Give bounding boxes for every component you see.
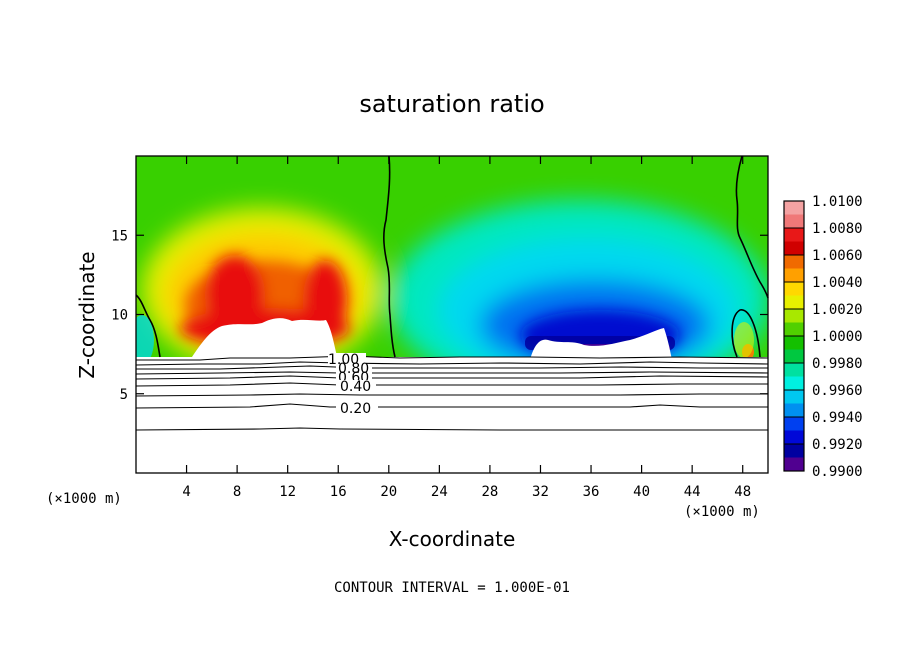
colorbar-label: 1.0000 xyxy=(812,329,863,345)
contour-line xyxy=(135,371,769,375)
colorbar-swatch xyxy=(784,390,804,404)
colorbar-swatch xyxy=(784,444,804,458)
contour-line xyxy=(135,375,769,380)
colorbar-label: 0.9920 xyxy=(812,437,863,453)
left-edge-cyan xyxy=(136,315,154,360)
colorbar-swatch xyxy=(784,241,804,256)
colorbar-swatch xyxy=(784,322,804,337)
x-tick-label: 44 xyxy=(684,484,701,500)
colorbar-swatch xyxy=(784,268,804,283)
contour-line xyxy=(135,361,769,366)
contour-line xyxy=(136,365,768,370)
x-tick-label: 8 xyxy=(233,484,241,500)
contour-labels: 1.00 0.80 0.60 0.40 0.20 xyxy=(328,352,378,417)
x-tick-label: 20 xyxy=(380,484,397,500)
contour-label-0.40: 0.40 xyxy=(340,379,371,395)
y-axis-label: Z-coordinate xyxy=(75,251,99,378)
colorbar-swatch xyxy=(784,295,804,310)
x-units-right: (×1000 m) xyxy=(684,504,760,520)
unity-contour-loop xyxy=(731,309,761,358)
y-tick-label: 10 xyxy=(111,308,128,324)
y-axis: 5 10 15 xyxy=(111,228,768,403)
colorbar-label: 0.9980 xyxy=(812,356,863,372)
x-tick-label: 24 xyxy=(431,484,448,500)
contour-line xyxy=(135,427,768,431)
colorbar-swatch xyxy=(784,309,804,323)
x-units-left: (×1000 m) xyxy=(46,491,122,507)
right-edge-yellow xyxy=(734,322,754,358)
y-tick-label: 5 xyxy=(120,387,128,403)
colorbar: 1.0100 1.0080 1.0060 1.0040 1.0020 1.0000 0.99… xyxy=(783,194,863,480)
colorbar-swatch xyxy=(784,403,804,418)
colorbar-label: 0.9940 xyxy=(812,410,863,426)
colorbar-swatch xyxy=(784,430,804,445)
y-tick-label: 15 xyxy=(111,228,128,244)
colorbar-swatch xyxy=(784,201,804,215)
colorbar-swatch xyxy=(784,349,804,364)
contour-line xyxy=(135,382,768,387)
unity-contours xyxy=(135,155,769,358)
surface-layer xyxy=(136,357,768,473)
x-tick-label: 28 xyxy=(481,484,498,500)
colorbar-label: 1.0060 xyxy=(812,248,863,264)
unity-contour-middle xyxy=(383,155,396,358)
colorbar-swatch xyxy=(784,376,804,391)
contour-line xyxy=(135,393,768,397)
colorbar-label: 0.9900 xyxy=(812,464,863,480)
x-tick-label: 36 xyxy=(583,484,600,500)
colorbar-swatch xyxy=(784,417,804,431)
colorbar-swatch xyxy=(784,457,804,472)
contour-line xyxy=(135,403,768,409)
x-tick-label: 12 xyxy=(279,484,296,500)
unity-contour-right xyxy=(735,155,769,299)
colorbar-swatch xyxy=(784,214,804,229)
colorbar-label: 1.0040 xyxy=(812,275,863,291)
colorbar-swatch xyxy=(784,282,804,296)
colorbar-label: 1.0080 xyxy=(812,221,863,237)
contour-interval-note: CONTOUR INTERVAL = 1.000E-01 xyxy=(334,580,570,596)
chart-title: saturation ratio xyxy=(359,90,544,118)
colorbar-swatch xyxy=(784,336,804,350)
colorbar-label: 1.0020 xyxy=(812,302,863,318)
x-tick-label: 32 xyxy=(532,484,549,500)
colorbar-label: 1.0100 xyxy=(812,194,863,210)
x-tick-label: 40 xyxy=(633,484,650,500)
x-tick-label: 4 xyxy=(182,484,190,500)
contour-line xyxy=(136,355,769,361)
colorbar-swatch xyxy=(784,255,804,269)
cloud-region xyxy=(190,318,338,360)
cloud-region-right xyxy=(530,328,672,360)
x-axis: 4 8 12 16 20 24 28 32 36 40 44 48 xyxy=(182,156,751,500)
colorbar-swatch xyxy=(784,228,804,242)
contour-lines xyxy=(135,355,769,431)
colorbar-swatch xyxy=(784,363,804,377)
x-tick-label: 48 xyxy=(734,484,751,500)
contour-label-0.20: 0.20 xyxy=(340,401,371,417)
x-tick-label: 16 xyxy=(330,484,347,500)
x-axis-label: X-coordinate xyxy=(389,527,516,551)
colorbar-label: 0.9960 xyxy=(812,383,863,399)
unity-contour-left xyxy=(135,294,161,358)
